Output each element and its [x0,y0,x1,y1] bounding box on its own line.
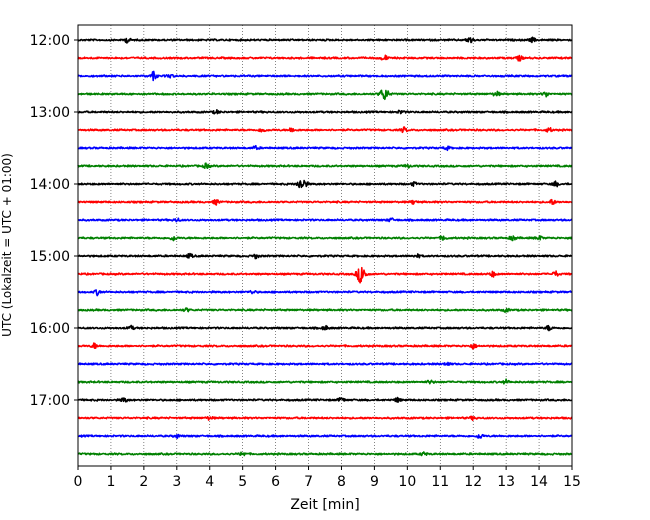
trace-1345 [77,162,573,169]
x-tick-label: 9 [370,474,379,490]
x-axis-label: Zeit [min] [290,497,359,513]
x-tick-label: 12 [464,474,482,490]
x-tick-label: 11 [431,474,449,490]
x-tick-label: 4 [205,474,214,490]
x-tick-label: 15 [563,474,581,490]
trace-1700 [77,396,573,403]
x-tick-label: 1 [106,474,115,490]
trace-1300 [77,109,573,115]
x-tick-label: 6 [271,474,280,490]
plot-frame [77,24,573,467]
trace-1630 [77,361,573,366]
trace-1545 [77,307,573,313]
x-tick-label: 3 [172,474,181,490]
trace-1745 [77,451,573,457]
trace-1715 [77,415,573,422]
trace-1200 [77,36,573,44]
x-tick-label: 2 [139,474,148,490]
trace-1615 [77,342,573,350]
x-tick-label: 14 [530,474,548,490]
x-tick-label: 10 [398,474,416,490]
trace-1215 [77,54,573,62]
x-tick-label: 8 [337,474,346,490]
trace-1645 [77,378,573,385]
y-tick-label: 13:00 [30,105,70,121]
trace-1400 [77,179,573,189]
trace-1515 [77,266,573,284]
trace-1500 [77,252,573,260]
trace-1430 [77,217,573,223]
seismic-traces [77,36,573,457]
trace-1330 [77,144,573,152]
trace-1445 [77,235,573,242]
trace-1600 [77,324,573,332]
x-tick-label: 0 [74,474,83,490]
trace-1315 [77,126,573,134]
plot-area [78,25,572,466]
trace-1245 [77,89,573,101]
x-tick-label: 13 [497,474,515,490]
trace-1730 [77,433,573,439]
y-tick-label: 12:00 [30,33,70,49]
y-axis-ticks: 12:00 13:00 14:00 15:00 16:00 17:00 [30,33,78,409]
y-tick-label: 17:00 [30,393,70,409]
y-tick-label: 15:00 [30,249,70,265]
y-tick-label: 16:00 [30,321,70,337]
trace-1530 [77,289,573,297]
trace-1415 [77,198,573,206]
x-axis-ticks: 0 1 2 3 4 5 6 7 8 9 10 11 12 13 14 15 [74,466,581,490]
y-tick-label: 14:00 [30,177,70,193]
x-tick-label: 7 [304,474,313,490]
x-tick-label: 5 [238,474,247,490]
y-axis-label: UTC (Lokalzeit = UTC + 01:00) [0,153,14,337]
trace-1230 [77,70,573,82]
